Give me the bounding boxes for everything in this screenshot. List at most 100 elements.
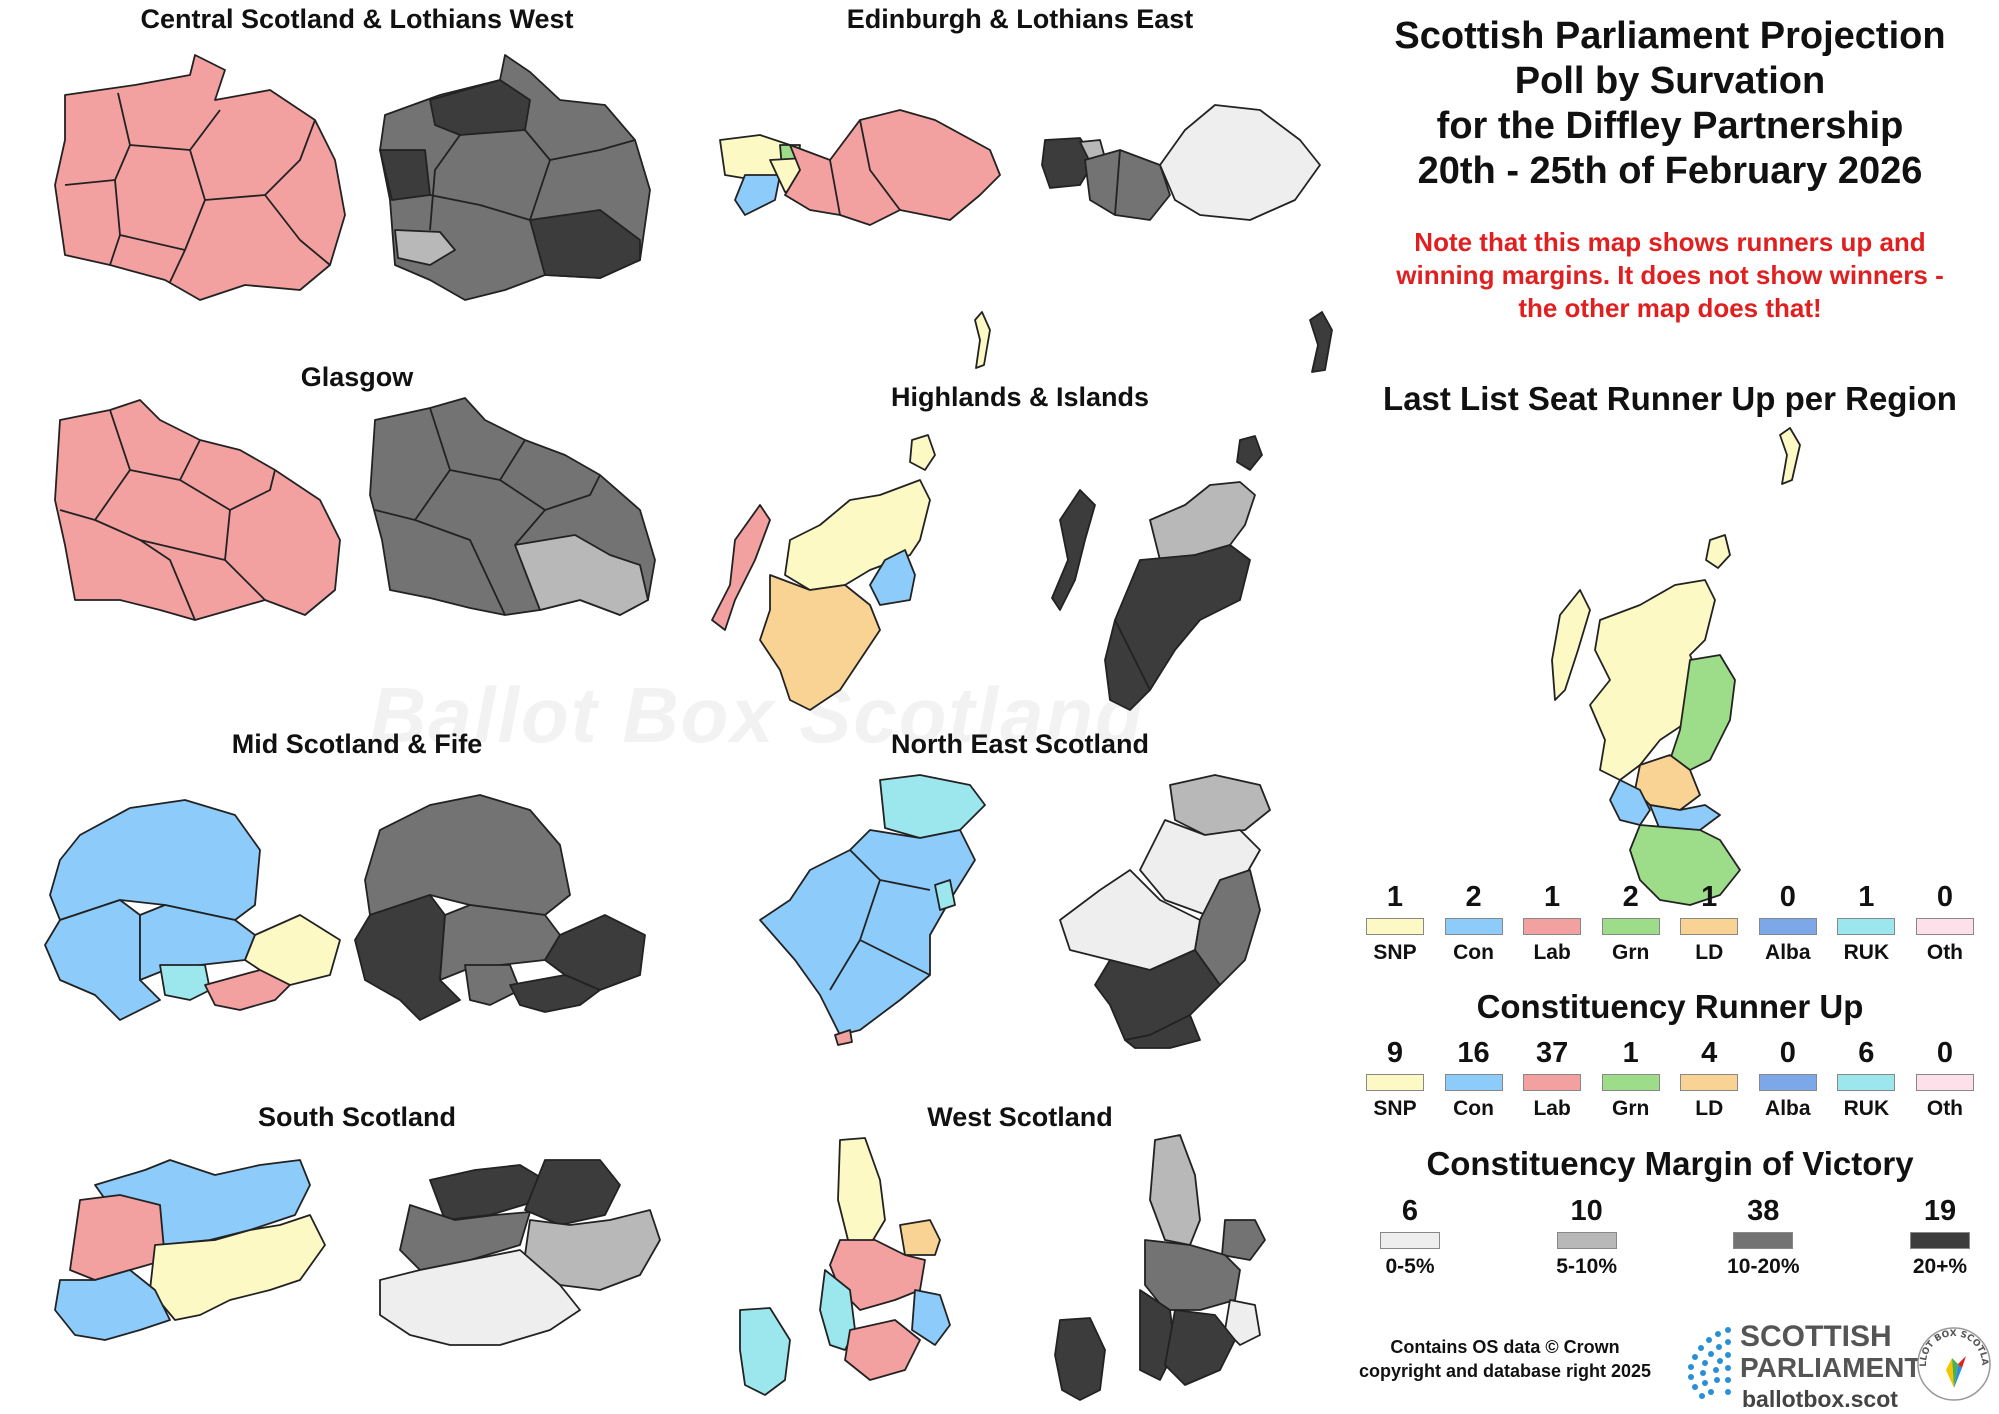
legend-item: 1 LD <box>1679 880 1739 965</box>
legend-swatch <box>1915 918 1974 935</box>
legend-label: Con <box>1453 1097 1494 1120</box>
map-south-margin <box>379 1159 661 1346</box>
credit-line-1: Contains OS data © Crown <box>1390 1337 1620 1357</box>
parliament-dots-icon <box>1688 1327 1731 1399</box>
legend-swatch <box>1366 1074 1424 1091</box>
legend-swatch <box>1601 1074 1660 1091</box>
legend-swatch <box>1680 918 1739 935</box>
legend-item: 10 5-10% <box>1537 1194 1637 1279</box>
constituency-runner-up-title: Constituency Runner Up <box>1476 988 1864 1025</box>
legend-label: LD <box>1695 1097 1724 1120</box>
region-title-north-east: North East Scotland <box>890 729 1150 759</box>
legend-swatch <box>1758 918 1817 935</box>
legend-label: Oth <box>1926 1097 1964 1120</box>
legend-label: LD <box>1695 941 1724 964</box>
map-west-margin <box>1054 1134 1266 1401</box>
map-highlands-margin <box>1051 311 1333 711</box>
legend-label: Alba <box>1765 941 1811 964</box>
legend-swatch <box>1366 918 1424 935</box>
legend-item: 6 RUK <box>1836 1036 1896 1121</box>
map-edinburgh-margin <box>1041 104 1321 221</box>
map-central-runner-up <box>54 54 346 301</box>
logo-line-1: SCOTTISH <box>1740 1320 1892 1353</box>
note-line-2: winning margins. It does not show winner… <box>1396 260 1944 290</box>
legend-item: 1 Grn <box>1601 1036 1661 1121</box>
margin-of-victory-legend: 6 0-5% 10 5-10% 38 10-20% 19 20+% <box>1360 1194 1990 1279</box>
legend-count: 1 <box>1544 881 1561 913</box>
map-scotland-list-runner-up <box>1551 427 1801 906</box>
map-edinburgh-runner-up <box>719 109 1001 226</box>
map-mid-runner-up <box>44 799 341 1021</box>
legend-label: Grn <box>1612 941 1650 964</box>
legend-label: SNP <box>1373 1097 1417 1120</box>
legend-item: 9 SNP <box>1365 1036 1425 1121</box>
legend-count: 37 <box>1535 1037 1569 1069</box>
legend-count: 0 <box>1936 881 1953 913</box>
legend-swatch <box>1909 1232 1970 1249</box>
constituency-runner-up-legend: 9 SNP 16 Con 37 Lab 1 Grn 4 LD 0 Alba 6 RUK 0 Ot… <box>1365 1036 1975 1121</box>
title-line-3: for the Diffley Partnership <box>1436 105 1904 147</box>
map-south-runner-up <box>54 1159 326 1341</box>
legend-label: 0-5% <box>1385 1255 1435 1278</box>
legend-swatch <box>1601 918 1660 935</box>
title-line-1: Scottish Parliament Projection <box>1394 15 1946 57</box>
legend-count: 1 <box>1858 881 1875 913</box>
legend-count: 0 <box>1779 881 1796 913</box>
credit-line-2: copyright and database right 2025 <box>1358 1361 1652 1381</box>
legend-label: RUK <box>1843 1097 1890 1120</box>
legend-count: 38 <box>1747 1195 1780 1227</box>
title-line-4: 20th - 25th of February 2026 <box>1417 150 1923 192</box>
legend-label: Alba <box>1765 1097 1811 1120</box>
legend-swatch <box>1556 1232 1617 1249</box>
legend-item: 1 Lab <box>1522 880 1582 965</box>
legend-item: 6 0-5% <box>1360 1194 1460 1279</box>
note-line-3: the other map does that! <box>1518 293 1822 323</box>
legend-item: 2 Con <box>1444 880 1504 965</box>
legend-count: 4 <box>1701 1037 1718 1069</box>
legend-count: 1 <box>1622 1037 1639 1069</box>
legend-label: Lab <box>1533 941 1571 964</box>
region-title-south: South Scotland <box>258 1102 456 1132</box>
note-text: Note that this map shows runners up and … <box>1345 226 1995 325</box>
region-title-glasgow: Glasgow <box>300 362 414 392</box>
legend-count: 0 <box>1936 1037 1953 1069</box>
region-title-west: West Scotland <box>927 1102 1113 1132</box>
legend-count: 19 <box>1923 1195 1957 1227</box>
legend-count: 6 <box>1858 1037 1875 1069</box>
map-northeast-margin <box>1059 774 1271 1049</box>
main-title: Scottish Parliament Projection Poll by S… <box>1345 14 1995 194</box>
map-glasgow-margin <box>369 397 656 616</box>
os-data-credit: Contains OS data © Crown copyright and d… <box>1325 1335 1685 1383</box>
legend-item: 0 Alba <box>1758 1036 1818 1121</box>
legend-label: Con <box>1453 941 1494 964</box>
ballot-box-logo: SCOTTISH PARLIAMENT ballotbox.scot BALLO… <box>1680 1318 1995 1412</box>
legend-label: Oth <box>1926 941 1964 964</box>
legend-item: 38 10-20% <box>1713 1194 1813 1279</box>
legend-count: 0 <box>1779 1037 1796 1069</box>
list-runner-up-title: Last List Seat Runner Up per Region <box>1383 380 1957 417</box>
legend-count: 1 <box>1386 881 1404 913</box>
legend-swatch <box>1758 1074 1817 1091</box>
legend-label: 5-10% <box>1556 1255 1617 1278</box>
legend-swatch <box>1523 918 1582 935</box>
legend-swatch <box>1523 1074 1582 1091</box>
legend-label: 20+% <box>1912 1255 1968 1278</box>
legend-item: 1 SNP <box>1365 880 1425 965</box>
legend-item: 19 20+% <box>1890 1194 1990 1279</box>
legend-item: 0 Alba <box>1758 880 1818 965</box>
legend-swatch <box>1444 1074 1503 1091</box>
legend-item: 0 Oth <box>1915 1036 1975 1121</box>
note-line-1: Note that this map shows runners up and <box>1414 227 1926 257</box>
legend-swatch <box>1915 1074 1974 1091</box>
ballot-box-badge-icon: BALLOT BOX SCOTLAND <box>1914 1318 1991 1401</box>
map-mid-margin <box>354 794 646 1021</box>
legend-label: RUK <box>1843 941 1890 964</box>
legend-swatch <box>1380 1232 1440 1249</box>
map-highlands-runner-up <box>711 311 991 711</box>
region-title-highlands: Highlands & Islands <box>890 382 1150 412</box>
map-central-margin <box>379 54 651 301</box>
legend-item: 1 RUK <box>1836 880 1896 965</box>
legend-swatch <box>1733 1232 1794 1249</box>
map-northeast-runner-up <box>759 774 986 1046</box>
